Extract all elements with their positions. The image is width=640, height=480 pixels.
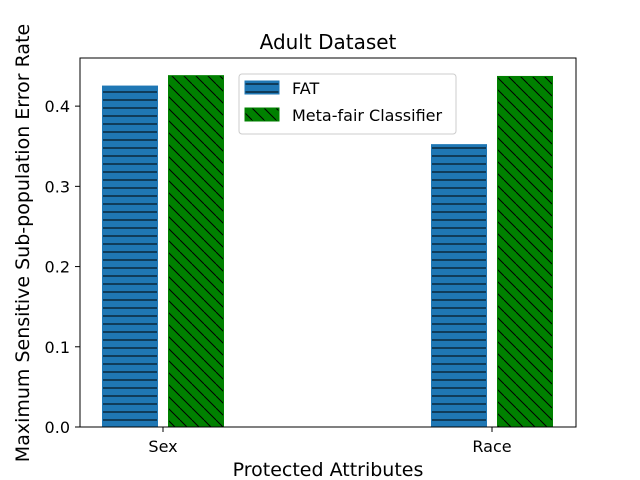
x-axis-label: Protected Attributes [233, 459, 424, 480]
x-tick-label: Sex [148, 437, 177, 456]
legend-label-fat: FAT [292, 79, 319, 98]
y-tick-label: 0.1 [45, 338, 70, 357]
legend-box [238, 73, 457, 135]
y-tick-label: 0.4 [45, 97, 70, 116]
y-axis-label: Maximum Sensitive Sub-population Error R… [12, 24, 34, 462]
x-tick-label: Race [472, 437, 511, 456]
bars-group [102, 75, 553, 428]
bar-meta-fair-classifier-race [497, 75, 553, 428]
x-axis-ticks: Sex Race [148, 427, 512, 456]
y-tick-label: 0.3 [45, 177, 70, 196]
legend-swatch-fat [244, 80, 280, 95]
y-tick-label: 0.2 [45, 258, 70, 277]
y-axis-ticks: 0.0 0.1 0.2 0.3 0.4 [45, 97, 80, 437]
bar-fat-sex [102, 85, 158, 428]
legend-label-meta-fair: Meta-fair Classifier [292, 106, 443, 125]
chart-title: Adult Dataset [260, 30, 397, 54]
legend: FAT Meta-fair Classifier [238, 73, 457, 135]
plot-frame [79, 57, 577, 428]
legend-swatch-meta-fair [244, 107, 280, 122]
y-tick-label: 0.0 [45, 418, 70, 437]
bar-fat-race [431, 144, 487, 428]
bar-meta-fair-classifier-sex [168, 75, 224, 428]
